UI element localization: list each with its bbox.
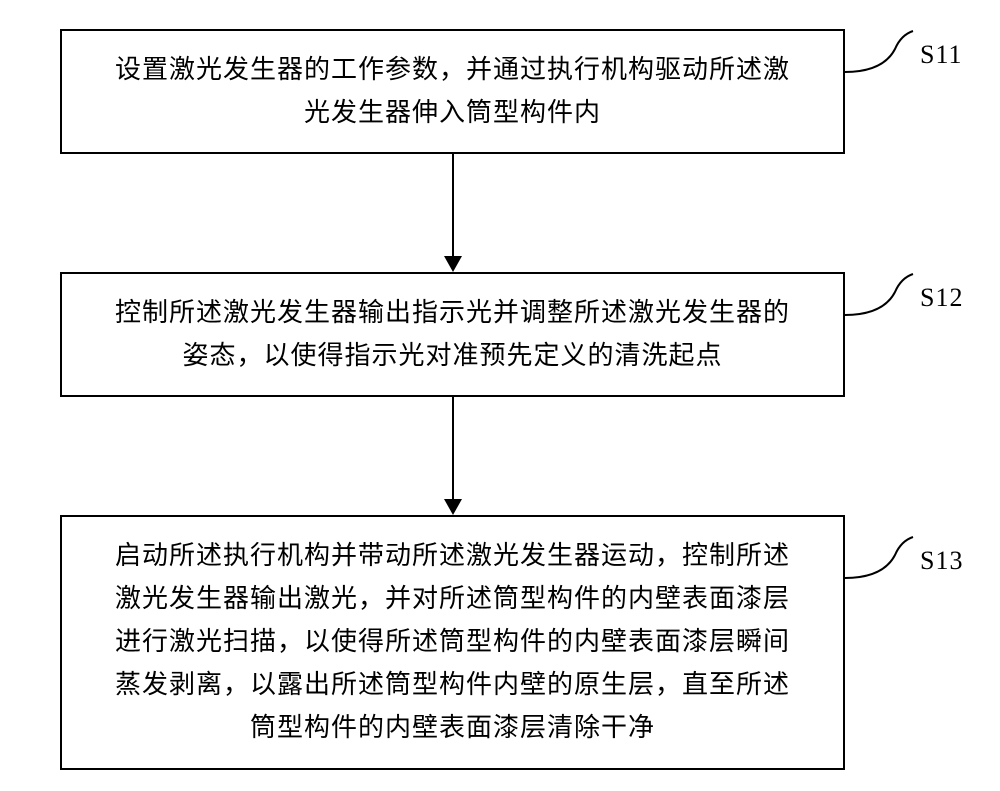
step-text: 控制所述激光发生器输出指示光并调整所述激光发生器的姿态，以使得指示光对准预先定义… <box>102 292 803 378</box>
flowchart-step-s13: 启动所述执行机构并带动所述激光发生器运动，控制所述激光发生器输出激光，并对所述筒… <box>60 515 845 770</box>
flowchart-container: 设置激光发生器的工作参数，并通过执行机构驱动所述激光发生器伸入筒型构件内 控制所… <box>60 29 940 770</box>
step-text: 启动所述执行机构并带动所述激光发生器运动，控制所述激光发生器输出激光，并对所述筒… <box>102 535 803 749</box>
connector-s12 <box>845 272 915 317</box>
connector-s13 <box>845 535 915 580</box>
label-s12: S12 <box>920 283 963 313</box>
arrow-1 <box>60 154 845 272</box>
label-s11: S11 <box>920 40 963 70</box>
flowchart-step-s12: 控制所述激光发生器输出指示光并调整所述激光发生器的姿态，以使得指示光对准预先定义… <box>60 272 845 397</box>
connector-s11 <box>845 29 915 74</box>
arrow-2 <box>60 397 845 515</box>
label-s13: S13 <box>920 546 963 576</box>
step-text: 设置激光发生器的工作参数，并通过执行机构驱动所述激光发生器伸入筒型构件内 <box>102 49 803 135</box>
flowchart-step-s11: 设置激光发生器的工作参数，并通过执行机构驱动所述激光发生器伸入筒型构件内 <box>60 29 845 154</box>
